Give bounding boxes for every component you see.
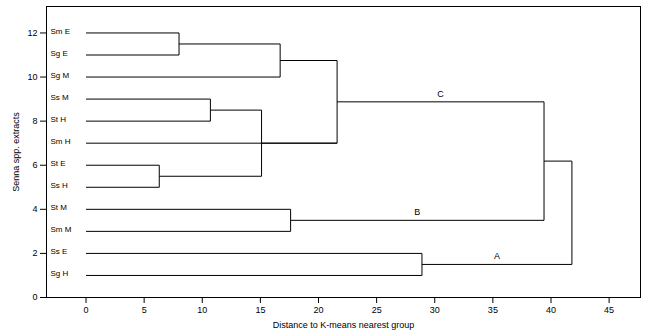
- svg-text:10: 10: [27, 72, 37, 82]
- svg-text:2: 2: [32, 248, 37, 258]
- svg-text:10: 10: [197, 305, 207, 315]
- svg-text:Distance to K-means nearest gr: Distance to K-means nearest group: [273, 320, 415, 330]
- svg-text:6: 6: [32, 160, 37, 170]
- svg-text:C: C: [437, 89, 444, 99]
- svg-text:St H: St H: [51, 115, 67, 124]
- svg-text:Sg E: Sg E: [51, 49, 68, 58]
- svg-text:35: 35: [488, 305, 498, 315]
- svg-text:0: 0: [32, 292, 37, 302]
- svg-text:Ss H: Ss H: [51, 181, 69, 190]
- svg-text:St M: St M: [51, 203, 68, 212]
- svg-text:Sm M: Sm M: [51, 225, 72, 234]
- svg-text:Sm E: Sm E: [51, 27, 71, 36]
- svg-text:Ss M: Ss M: [51, 93, 70, 102]
- svg-text:45: 45: [604, 305, 614, 315]
- svg-text:Ss E: Ss E: [51, 247, 68, 256]
- svg-text:Sm H: Sm H: [51, 137, 71, 146]
- svg-text:40: 40: [546, 305, 556, 315]
- svg-text:Sg H: Sg H: [51, 269, 69, 278]
- svg-text:12: 12: [27, 28, 37, 38]
- svg-text:30: 30: [430, 305, 440, 315]
- svg-text:25: 25: [372, 305, 382, 315]
- svg-text:St E: St E: [51, 159, 66, 168]
- svg-text:8: 8: [32, 116, 37, 126]
- svg-text:5: 5: [142, 305, 147, 315]
- svg-text:0: 0: [84, 305, 89, 315]
- svg-text:Senna spp. extracts: Senna spp. extracts: [11, 112, 21, 192]
- svg-text:Sg M: Sg M: [51, 71, 70, 80]
- svg-text:20: 20: [314, 305, 324, 315]
- svg-text:A: A: [494, 251, 500, 261]
- svg-text:B: B: [414, 207, 420, 217]
- svg-text:15: 15: [255, 305, 265, 315]
- svg-text:4: 4: [32, 204, 37, 214]
